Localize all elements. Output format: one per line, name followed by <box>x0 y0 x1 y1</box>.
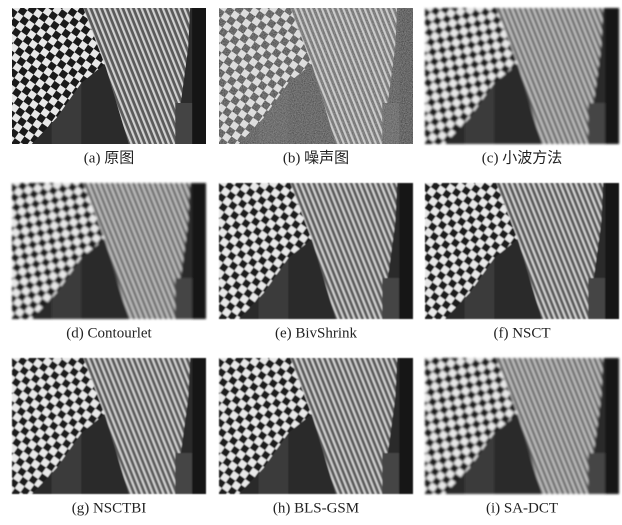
panel-caption: (h) BLS-GSM <box>273 500 359 516</box>
panel-image <box>219 8 413 144</box>
panel-caption: (g) NSCTBI <box>72 500 147 516</box>
panel: (i) SA-DCT <box>425 358 619 516</box>
panel-caption: (c) 小波方法 <box>482 149 562 166</box>
panel-image <box>425 8 619 144</box>
panel-image <box>425 358 619 494</box>
panel-caption: (i) SA-DCT <box>486 500 558 516</box>
panel: (g) NSCTBI <box>12 358 206 516</box>
panel-image <box>12 183 206 319</box>
panel-caption: (b) 噪声图 <box>283 148 349 166</box>
figure: (a) 原图 (b) 噪声图 (c) 小波方法 (d) Contourlet (e) B… <box>0 0 622 525</box>
panel: (c) 小波方法 <box>425 8 619 166</box>
panel-grid: (a) 原图 (b) 噪声图 (c) 小波方法 (d) Contourlet (e) B… <box>12 8 619 516</box>
panel-image <box>425 183 619 319</box>
panel-caption: (d) Contourlet <box>66 325 152 341</box>
panel-image <box>12 358 206 494</box>
panel-caption: (a) 原图 <box>84 149 134 166</box>
panel: (h) BLS-GSM <box>219 358 413 516</box>
panel: (b) 噪声图 <box>219 8 413 166</box>
panel: (e) BivShrink <box>219 183 413 341</box>
panel-image <box>12 8 206 144</box>
panel: (f) NSCT <box>425 183 619 341</box>
panel: (a) 原图 <box>12 8 206 166</box>
panel-image <box>219 183 413 319</box>
panel-image <box>219 358 413 494</box>
panel: (d) Contourlet <box>12 183 206 341</box>
panel-caption: (f) NSCT <box>493 325 550 341</box>
panel-caption: (e) BivShrink <box>275 325 358 341</box>
